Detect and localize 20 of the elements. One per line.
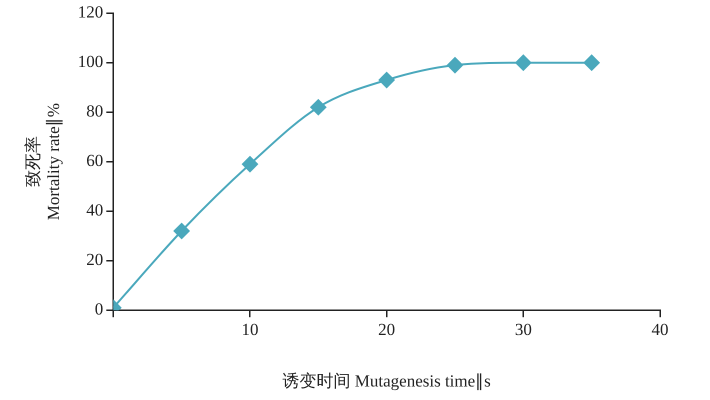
point — [174, 223, 190, 239]
x-tick-label: 40 — [652, 320, 668, 339]
y-tick-label: 100 — [78, 52, 104, 72]
point — [446, 57, 463, 74]
point — [584, 54, 600, 71]
point — [378, 72, 395, 88]
y-tick-label: 20 — [86, 250, 104, 270]
y-axis-title: 致死率 Mortality rate∥% — [24, 103, 64, 220]
y-tick-label: 40 — [86, 200, 104, 220]
y-tick-label: 60 — [86, 151, 104, 170]
y-tick-label: 80 — [86, 102, 104, 121]
x-axis-title: 诱变时间 Mutagenesis time∥s — [282, 371, 491, 390]
point — [310, 99, 326, 116]
point — [242, 156, 258, 172]
x-tick-label: 10 — [241, 320, 258, 339]
x-tick-label: 20 — [378, 320, 396, 339]
y-tick-label: 120 — [78, 2, 104, 22]
x-tick-label: 30 — [514, 320, 532, 339]
y-tick-label: 0 — [94, 300, 104, 319]
point — [515, 54, 532, 71]
